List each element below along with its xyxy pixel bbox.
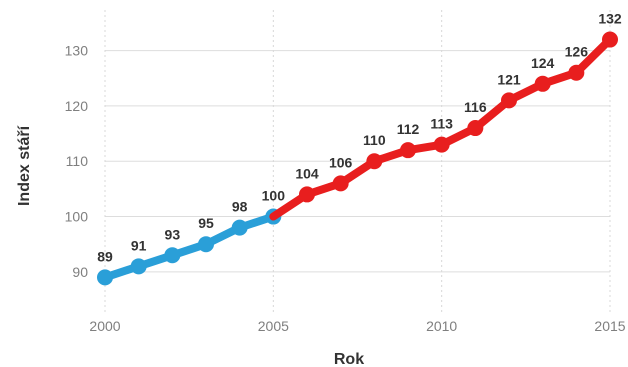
y-tick-label: 130 <box>65 43 89 59</box>
data-point-red <box>400 142 416 159</box>
y-tick-label: 110 <box>66 153 89 169</box>
y-tick-labels: 90 100 110 120 130 <box>65 43 89 280</box>
data-label: 91 <box>131 237 147 253</box>
data-labels: 89 91 93 95 98 100 104 106 110 112 113 116 121 124 126… <box>97 11 622 265</box>
grid-layer <box>104 10 611 312</box>
y-axis-title: Index stáří <box>16 125 33 206</box>
data-label: 124 <box>531 55 555 71</box>
data-point-red <box>602 31 618 48</box>
data-label: 93 <box>165 226 181 242</box>
data-point-red <box>467 120 484 137</box>
x-tick-label: 2015 <box>594 318 625 334</box>
data-point-blue <box>97 269 113 286</box>
data-label: 95 <box>198 215 214 231</box>
data-label: 126 <box>565 44 589 60</box>
data-label: 104 <box>295 165 319 181</box>
data-point-blue <box>198 236 214 253</box>
data-label: 121 <box>497 71 521 87</box>
y-tick-label: 120 <box>65 98 89 114</box>
data-point-blue <box>164 247 181 264</box>
data-label: 116 <box>464 99 487 115</box>
data-label: 132 <box>598 11 622 27</box>
data-point-red <box>332 175 349 192</box>
data-point-red <box>433 136 450 153</box>
data-label: 89 <box>97 248 113 264</box>
data-label: 112 <box>397 121 420 137</box>
data-point-red <box>501 92 517 109</box>
data-point-red <box>534 75 551 92</box>
data-point-red <box>299 186 315 203</box>
data-label: 98 <box>232 199 248 215</box>
x-tick-label: 2010 <box>426 318 457 334</box>
x-tick-label: 2000 <box>89 318 120 334</box>
data-point-blue <box>231 219 248 236</box>
data-point-red <box>568 64 585 81</box>
x-tick-label: 2005 <box>258 318 289 334</box>
data-point-red <box>366 153 383 170</box>
x-axis-title: Rok <box>334 351 364 367</box>
series-layer <box>97 31 618 286</box>
data-label: 106 <box>329 154 353 170</box>
data-label: 100 <box>262 188 286 204</box>
y-tick-label: 90 <box>72 264 88 280</box>
data-label: 113 <box>430 116 453 132</box>
data-point-blue <box>130 258 147 275</box>
data-label: 110 <box>363 132 386 148</box>
y-tick-label: 100 <box>65 209 89 225</box>
x-tick-labels: 2000 2005 2010 2015 <box>89 318 625 334</box>
